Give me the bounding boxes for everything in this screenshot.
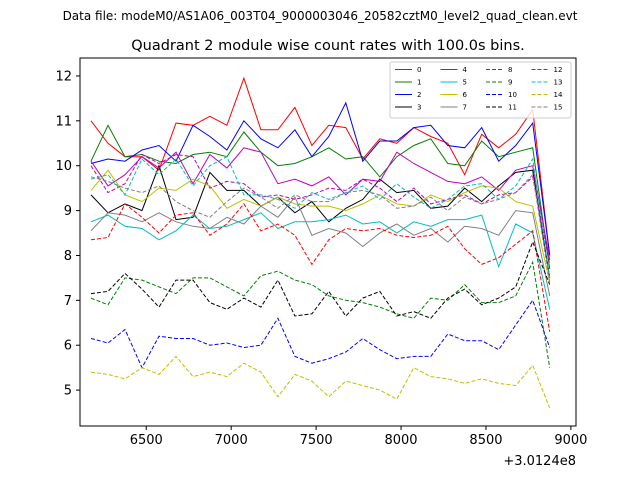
series-line-8 xyxy=(90,203,551,332)
series-line-3 xyxy=(90,164,551,278)
legend-label-6: 6 xyxy=(463,91,468,99)
legend-label-3: 3 xyxy=(417,104,421,112)
series-line-2 xyxy=(90,101,551,256)
series-line-7 xyxy=(90,196,551,297)
source-file-line: Data file: modeM0/AS1A06_003T04_90000030… xyxy=(63,9,578,23)
x-tick-label: 7000 xyxy=(215,433,248,448)
series-line-4 xyxy=(90,147,551,261)
series-line-9 xyxy=(90,260,551,368)
series-line-6 xyxy=(90,169,551,283)
y-axis: 5 6 7 8 9 10 11 12 xyxy=(55,69,80,399)
series-line-1 xyxy=(90,124,551,269)
x-tick-label: 8000 xyxy=(384,433,417,448)
legend-box xyxy=(389,61,572,119)
y-tick-label: 8 xyxy=(64,249,72,264)
series-line-10 xyxy=(90,299,551,369)
legend-label-15: 15 xyxy=(554,104,563,112)
legend-label-9: 9 xyxy=(508,79,512,87)
legend-label-12: 12 xyxy=(554,66,563,74)
x-tick-label: 7500 xyxy=(300,433,333,448)
series-line-15 xyxy=(90,173,551,283)
legend-label-7: 7 xyxy=(463,104,467,112)
series-line-11 xyxy=(90,240,551,319)
y-tick-label: 6 xyxy=(64,339,72,354)
legend-label-8: 8 xyxy=(508,66,512,74)
legend-label-0: 0 xyxy=(417,66,421,74)
x-tick-label: 8500 xyxy=(469,433,502,448)
legend-label-5: 5 xyxy=(463,79,467,87)
x-axis: 6500 7000 7500 8000 8500 9000 xyxy=(130,426,587,448)
y-tick-label: 11 xyxy=(55,114,72,129)
legend-label-13: 13 xyxy=(554,79,563,87)
y-tick-label: 5 xyxy=(64,384,72,399)
series-line-0 xyxy=(90,76,551,256)
legend-label-4: 4 xyxy=(463,66,468,74)
series-line-13 xyxy=(90,156,551,278)
x-tick-label: 9000 xyxy=(554,433,587,448)
legend-label-10: 10 xyxy=(508,91,517,99)
series-layer xyxy=(90,76,551,409)
y-tick-label: 9 xyxy=(64,204,72,219)
axes-frame xyxy=(80,58,576,426)
x-tick-label: 6500 xyxy=(130,433,163,448)
y-tick-label: 7 xyxy=(64,294,72,309)
legend-label-2: 2 xyxy=(417,91,421,99)
legend-label-11: 11 xyxy=(508,104,517,112)
series-line-14 xyxy=(90,355,551,409)
y-tick-label: 10 xyxy=(55,159,72,174)
axes-border xyxy=(79,57,577,427)
x-offset-label: +3.0124e8 xyxy=(503,454,576,469)
legend-label-14: 14 xyxy=(554,91,563,99)
series-line-12 xyxy=(90,153,551,265)
y-tick-label: 12 xyxy=(55,69,72,84)
chart-title: Quadrant 2 module wise count rates with … xyxy=(131,38,525,54)
legend-label-1: 1 xyxy=(417,79,421,87)
series-line-5 xyxy=(90,212,551,310)
